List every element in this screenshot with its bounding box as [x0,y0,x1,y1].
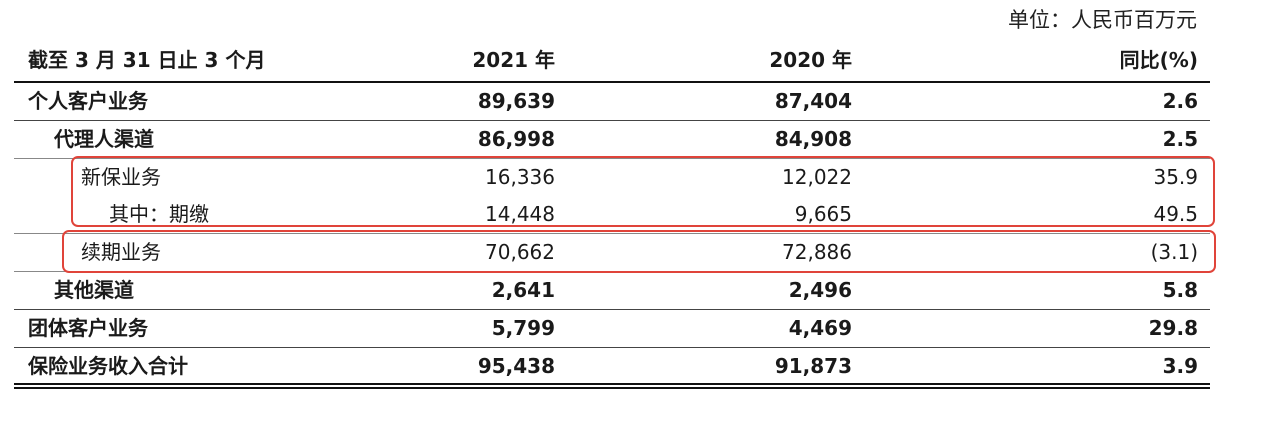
row-divider [14,347,1210,348]
value-yoy: 3.9 [1162,354,1198,378]
table-row: 团体客户业务 5,799 4,469 29.8 [14,310,1210,347]
row-divider [14,233,1210,234]
value-yoy: 2.5 [1162,127,1198,151]
table-header-row: 截至 3 月 31 日止 3 个月 2021 年 2020 年 同比(%) [14,41,1210,81]
value-2021: 95,438 [477,354,555,378]
row-divider [14,309,1210,310]
value-2021: 5,799 [491,316,555,340]
value-2020: 12,022 [782,165,852,189]
row-label: 其他渠道 [54,278,134,302]
table-row: 保险业务收入合计 95,438 91,873 3.9 [14,348,1210,385]
value-2020: 84,908 [774,127,852,151]
row-divider [14,158,1210,159]
row-label: 保险业务收入合计 [28,354,188,378]
value-2020: 4,469 [788,316,852,340]
header-rule [14,81,1210,83]
header-col-2021: 2021 年 [472,48,555,72]
table-row: 代理人渠道 86,998 84,908 2.5 [14,121,1210,158]
value-2020: 91,873 [774,354,852,378]
table-row: 其他渠道 2,641 2,496 5.8 [14,272,1210,309]
table-row: 其中：期缴 14,448 9,665 49.5 [14,196,1210,233]
value-yoy: 2.6 [1162,89,1198,113]
row-label: 续期业务 [81,240,161,264]
value-yoy: (3.1) [1150,240,1198,264]
table-row: 新保业务 16,336 12,022 35.9 [14,159,1210,196]
header-col-yoy: 同比(%) [1119,48,1198,72]
value-2021: 86,998 [477,127,555,151]
value-yoy: 29.8 [1148,316,1198,340]
value-2021: 70,662 [485,240,555,264]
unit-note: 单位：人民币百万元 [1008,8,1197,32]
value-2020: 87,404 [774,89,852,113]
value-2020: 72,886 [782,240,852,264]
value-2021: 14,448 [485,202,555,226]
value-2020: 9,665 [794,202,852,226]
row-label: 个人客户业务 [28,89,148,113]
header-period-label: 截至 3 月 31 日止 3 个月 [28,48,266,72]
row-label: 团体客户业务 [28,316,148,340]
value-2021: 2,641 [491,278,555,302]
table-row: 个人客户业务 89,639 87,404 2.6 [14,83,1210,120]
value-yoy: 5.8 [1162,278,1198,302]
row-label: 新保业务 [81,165,161,189]
value-2020: 2,496 [788,278,852,302]
value-yoy: 49.5 [1153,202,1198,226]
value-yoy: 35.9 [1153,165,1198,189]
table-bottom-double-rule [14,383,1210,389]
value-2021: 16,336 [485,165,555,189]
header-col-2020: 2020 年 [769,48,852,72]
value-2021: 89,639 [477,89,555,113]
premium-income-table: 截至 3 月 31 日止 3 个月 2021 年 2020 年 同比(%) 个人… [14,41,1210,385]
row-label: 其中：期缴 [109,202,209,226]
row-divider [14,120,1210,121]
table-row: 续期业务 70,662 72,886 (3.1) [14,234,1210,271]
row-label: 代理人渠道 [54,127,154,151]
